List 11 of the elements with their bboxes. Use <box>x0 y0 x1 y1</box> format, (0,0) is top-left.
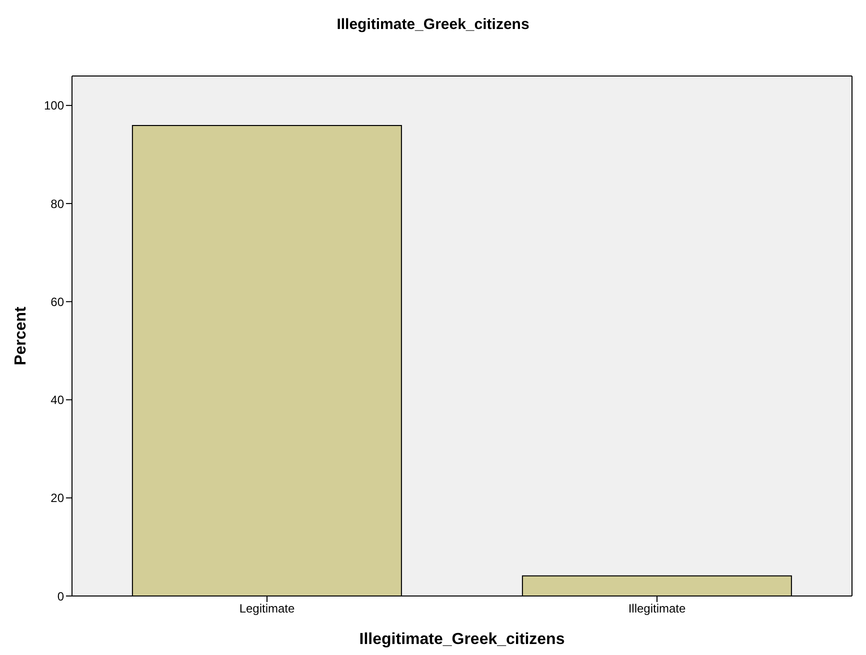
x-axis-title: Illegitimate_Greek_citizens <box>359 631 565 648</box>
y-tick-label: 40 <box>50 393 64 408</box>
y-tick-label: 20 <box>50 491 64 506</box>
x-tick-label: Legitimate <box>239 602 296 616</box>
y-tick-label: 100 <box>44 98 64 113</box>
y-tick-label: 80 <box>50 196 64 211</box>
x-tick-label: Illegitimate <box>628 602 686 616</box>
chart-title: Illegitimate_Greek_citizens <box>336 15 530 35</box>
y-tick-label: 60 <box>50 294 64 309</box>
y-tick-label: 0 <box>57 589 64 604</box>
y-axis-title: Percent <box>12 306 30 366</box>
